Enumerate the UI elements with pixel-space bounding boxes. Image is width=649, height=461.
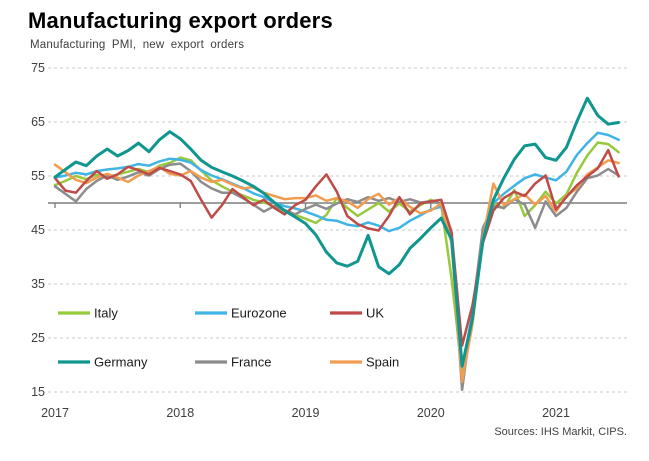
- y-tick-label-35: 35: [31, 277, 45, 291]
- y-tick-label-75: 75: [31, 61, 45, 75]
- legend-label-italy: Italy: [94, 306, 118, 321]
- legend-item-spain: Spain: [330, 355, 399, 370]
- legend-item-uk: UK: [330, 306, 384, 321]
- y-tick-label-55: 55: [31, 169, 45, 183]
- chart-title: Manufacturing export orders: [28, 8, 333, 33]
- x-tick-label-2017: 2017: [41, 406, 69, 420]
- legend-label-germany: Germany: [94, 355, 148, 370]
- source-note: Sources: IHS Markit, CIPS.: [494, 426, 627, 438]
- y-tick-label-25: 25: [31, 331, 45, 345]
- y-tick-label-15: 15: [31, 385, 45, 399]
- series-line-eurozone: [53, 131, 620, 369]
- chart-subtitle: Manufacturing PMI, new export orders: [30, 39, 245, 51]
- legend-item-italy: Italy: [58, 306, 118, 321]
- x-tick-label-2018: 2018: [166, 406, 194, 420]
- x-tick-label-2020: 2020: [417, 406, 445, 420]
- x-tick-label-2019: 2019: [292, 406, 320, 420]
- x-tick-label-2021: 2021: [542, 406, 570, 420]
- series-line-uk: [53, 148, 620, 347]
- legend-label-spain: Spain: [366, 355, 399, 370]
- legend-item-france: France: [195, 355, 271, 370]
- y-tick-label-65: 65: [31, 115, 45, 129]
- legend-item-eurozone: Eurozone: [195, 306, 287, 321]
- legend-label-eurozone: Eurozone: [231, 306, 287, 321]
- legend-label-france: France: [231, 355, 271, 370]
- series-line-germany: [53, 96, 621, 368]
- legend-item-germany: Germany: [58, 355, 148, 370]
- y-tick-label-45: 45: [31, 223, 45, 237]
- legend-label-uk: UK: [366, 306, 384, 321]
